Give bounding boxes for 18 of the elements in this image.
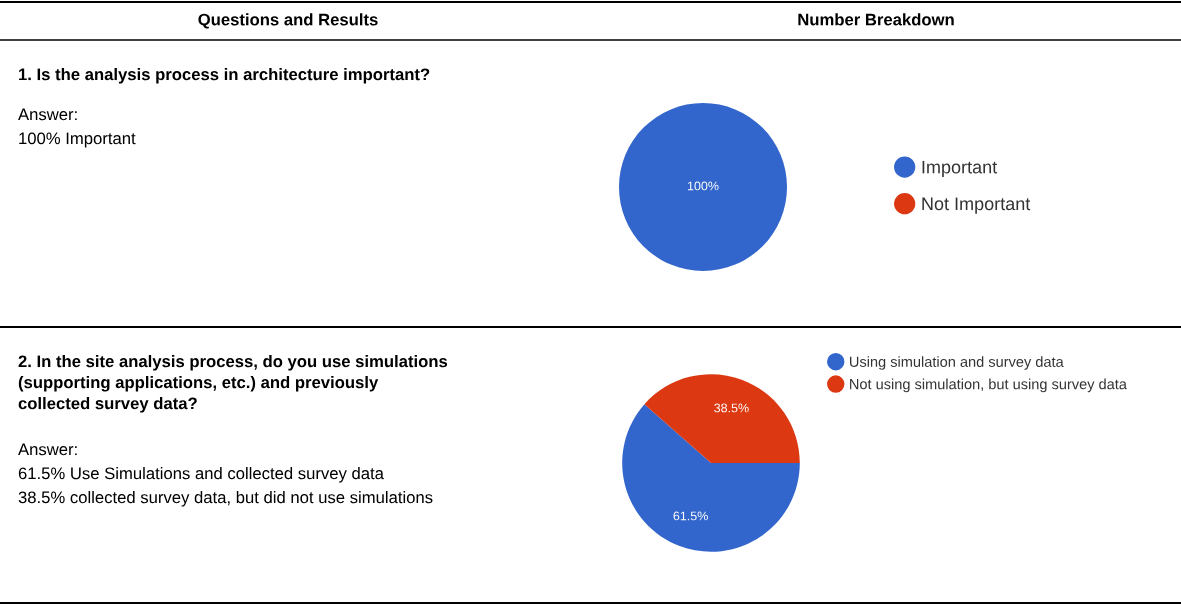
text: 100% Important — [19, 132, 136, 148]
legend-label: Not using simulation, but using survey data — [850, 378, 1127, 393]
text: 38.5% collected survey data, but did not use simulations — [18, 491, 433, 507]
text: 2. In the site analysis process, do you use simulations (supporting applications, etc.) and previously collected survey data? — [18, 355, 448, 413]
text: 1. Is the analysis process in architecture important? — [19, 68, 430, 84]
text: Number Breakdown — [798, 13, 954, 26]
data-label: 61.5% — [673, 511, 708, 521]
data-label: 100% — [687, 181, 719, 191]
text: Answer: — [18, 443, 77, 456]
legend-label: Not Important — [922, 197, 1031, 214]
text: Questions and Results — [198, 13, 378, 29]
pie-slice — [644, 374, 800, 463]
legend-label: Important — [922, 160, 998, 178]
data-label: 38.5% — [714, 403, 749, 413]
text: 61.5% Use Simulations and collected survey data — [18, 467, 384, 483]
legend-label: Using simulation and survey data — [850, 356, 1064, 370]
text: Answer: — [18, 108, 77, 121]
pie-slice — [622, 404, 800, 552]
